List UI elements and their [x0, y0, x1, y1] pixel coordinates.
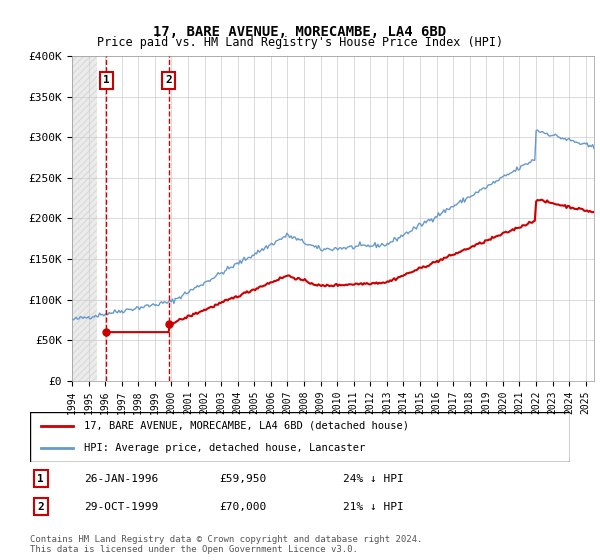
Text: 2: 2: [37, 502, 44, 512]
Text: Price paid vs. HM Land Registry's House Price Index (HPI): Price paid vs. HM Land Registry's House …: [97, 36, 503, 49]
Text: 24% ↓ HPI: 24% ↓ HPI: [343, 474, 404, 484]
Text: £59,950: £59,950: [219, 474, 266, 484]
Text: HPI: Average price, detached house, Lancaster: HPI: Average price, detached house, Lanc…: [84, 443, 365, 453]
Bar: [72, 56, 97, 381]
Text: Contains HM Land Registry data © Crown copyright and database right 2024.
This d: Contains HM Land Registry data © Crown c…: [30, 535, 422, 554]
Text: £70,000: £70,000: [219, 502, 266, 512]
Text: 17, BARE AVENUE, MORECAMBE, LA4 6BD (detached house): 17, BARE AVENUE, MORECAMBE, LA4 6BD (det…: [84, 421, 409, 431]
Text: 21% ↓ HPI: 21% ↓ HPI: [343, 502, 404, 512]
Text: 1: 1: [103, 76, 110, 85]
Text: 29-OCT-1999: 29-OCT-1999: [84, 502, 158, 512]
Text: 17, BARE AVENUE, MORECAMBE, LA4 6BD: 17, BARE AVENUE, MORECAMBE, LA4 6BD: [154, 25, 446, 39]
Text: 26-JAN-1996: 26-JAN-1996: [84, 474, 158, 484]
Text: 2: 2: [165, 76, 172, 85]
Text: 1: 1: [37, 474, 44, 484]
